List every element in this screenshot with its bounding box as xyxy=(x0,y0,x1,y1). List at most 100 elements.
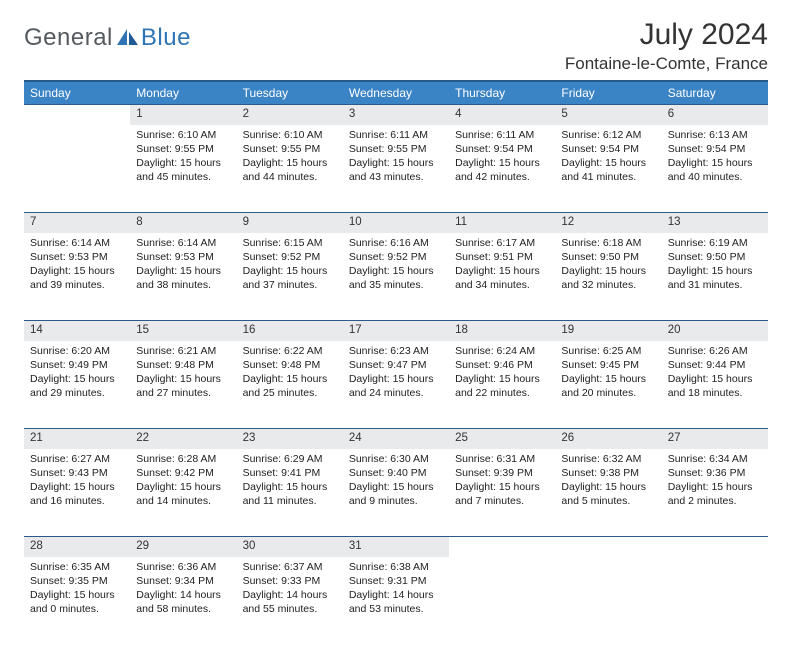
month-title: July 2024 xyxy=(565,18,768,52)
sunset-line: Sunset: 9:43 PM xyxy=(30,466,124,480)
day-cell: Sunrise: 6:27 AMSunset: 9:43 PMDaylight:… xyxy=(24,449,130,537)
daylight-line: Daylight: 15 hours and 5 minutes. xyxy=(561,480,655,508)
sunrise-line: Sunrise: 6:37 AM xyxy=(243,560,337,574)
sunrise-line: Sunrise: 6:16 AM xyxy=(349,236,443,250)
sunset-line: Sunset: 9:55 PM xyxy=(243,142,337,156)
sunrise-line: Sunrise: 6:38 AM xyxy=(349,560,443,574)
day-content-row: Sunrise: 6:35 AMSunset: 9:35 PMDaylight:… xyxy=(24,557,768,645)
sunset-line: Sunset: 9:39 PM xyxy=(455,466,549,480)
day-number-cell xyxy=(24,105,130,125)
sunrise-line: Sunrise: 6:20 AM xyxy=(30,344,124,358)
day-number-cell: 19 xyxy=(555,321,661,341)
sunset-line: Sunset: 9:46 PM xyxy=(455,358,549,372)
sunrise-line: Sunrise: 6:24 AM xyxy=(455,344,549,358)
sunrise-line: Sunrise: 6:36 AM xyxy=(136,560,230,574)
daylight-line: Daylight: 15 hours and 24 minutes. xyxy=(349,372,443,400)
day-number-cell: 25 xyxy=(449,429,555,449)
daylight-line: Daylight: 15 hours and 16 minutes. xyxy=(30,480,124,508)
day-number-row: 14151617181920 xyxy=(24,321,768,341)
sunrise-line: Sunrise: 6:15 AM xyxy=(243,236,337,250)
sunrise-line: Sunrise: 6:14 AM xyxy=(136,236,230,250)
daylight-line: Daylight: 15 hours and 43 minutes. xyxy=(349,156,443,184)
sunset-line: Sunset: 9:55 PM xyxy=(349,142,443,156)
daylight-line: Daylight: 15 hours and 35 minutes. xyxy=(349,264,443,292)
sunrise-line: Sunrise: 6:30 AM xyxy=(349,452,443,466)
sunset-line: Sunset: 9:38 PM xyxy=(561,466,655,480)
day-cell: Sunrise: 6:13 AMSunset: 9:54 PMDaylight:… xyxy=(662,125,768,213)
daylight-line: Daylight: 14 hours and 55 minutes. xyxy=(243,588,337,616)
weekday-header: Saturday xyxy=(662,81,768,105)
day-cell: Sunrise: 6:14 AMSunset: 9:53 PMDaylight:… xyxy=(130,233,236,321)
day-cell xyxy=(662,557,768,645)
day-cell: Sunrise: 6:22 AMSunset: 9:48 PMDaylight:… xyxy=(237,341,343,429)
sunrise-line: Sunrise: 6:12 AM xyxy=(561,128,655,142)
day-number-cell xyxy=(449,537,555,557)
daylight-line: Daylight: 15 hours and 22 minutes. xyxy=(455,372,549,400)
day-cell: Sunrise: 6:32 AMSunset: 9:38 PMDaylight:… xyxy=(555,449,661,537)
day-cell: Sunrise: 6:11 AMSunset: 9:54 PMDaylight:… xyxy=(449,125,555,213)
daylight-line: Daylight: 15 hours and 0 minutes. xyxy=(30,588,124,616)
day-number-cell: 21 xyxy=(24,429,130,449)
sunrise-line: Sunrise: 6:34 AM xyxy=(668,452,762,466)
day-number-cell: 2 xyxy=(237,105,343,125)
sunset-line: Sunset: 9:50 PM xyxy=(668,250,762,264)
weekday-header: Friday xyxy=(555,81,661,105)
daylight-line: Daylight: 15 hours and 40 minutes. xyxy=(668,156,762,184)
day-number-cell: 13 xyxy=(662,213,768,233)
day-cell: Sunrise: 6:10 AMSunset: 9:55 PMDaylight:… xyxy=(130,125,236,213)
daylight-line: Daylight: 15 hours and 18 minutes. xyxy=(668,372,762,400)
sunset-line: Sunset: 9:54 PM xyxy=(668,142,762,156)
sunset-line: Sunset: 9:52 PM xyxy=(349,250,443,264)
day-number-cell: 4 xyxy=(449,105,555,125)
day-cell: Sunrise: 6:30 AMSunset: 9:40 PMDaylight:… xyxy=(343,449,449,537)
sunrise-line: Sunrise: 6:32 AM xyxy=(561,452,655,466)
location: Fontaine-le-Comte, France xyxy=(565,54,768,74)
sunset-line: Sunset: 9:48 PM xyxy=(243,358,337,372)
sunrise-line: Sunrise: 6:10 AM xyxy=(136,128,230,142)
day-cell: Sunrise: 6:12 AMSunset: 9:54 PMDaylight:… xyxy=(555,125,661,213)
sunset-line: Sunset: 9:44 PM xyxy=(668,358,762,372)
sunrise-line: Sunrise: 6:17 AM xyxy=(455,236,549,250)
daylight-line: Daylight: 15 hours and 29 minutes. xyxy=(30,372,124,400)
daylight-line: Daylight: 15 hours and 25 minutes. xyxy=(243,372,337,400)
day-cell: Sunrise: 6:31 AMSunset: 9:39 PMDaylight:… xyxy=(449,449,555,537)
day-number-cell: 16 xyxy=(237,321,343,341)
day-content-row: Sunrise: 6:10 AMSunset: 9:55 PMDaylight:… xyxy=(24,125,768,213)
day-content-row: Sunrise: 6:27 AMSunset: 9:43 PMDaylight:… xyxy=(24,449,768,537)
day-number-cell: 14 xyxy=(24,321,130,341)
day-number-row: 28293031 xyxy=(24,537,768,557)
daylight-line: Daylight: 15 hours and 39 minutes. xyxy=(30,264,124,292)
day-cell: Sunrise: 6:24 AMSunset: 9:46 PMDaylight:… xyxy=(449,341,555,429)
day-content-row: Sunrise: 6:14 AMSunset: 9:53 PMDaylight:… xyxy=(24,233,768,321)
daylight-line: Daylight: 15 hours and 38 minutes. xyxy=(136,264,230,292)
day-content-row: Sunrise: 6:20 AMSunset: 9:49 PMDaylight:… xyxy=(24,341,768,429)
logo-text-general: General xyxy=(24,24,113,52)
daylight-line: Daylight: 15 hours and 37 minutes. xyxy=(243,264,337,292)
sunset-line: Sunset: 9:53 PM xyxy=(136,250,230,264)
daylight-line: Daylight: 15 hours and 42 minutes. xyxy=(455,156,549,184)
sunset-line: Sunset: 9:33 PM xyxy=(243,574,337,588)
day-number-cell: 5 xyxy=(555,105,661,125)
logo: General Blue xyxy=(24,18,191,52)
daylight-line: Daylight: 15 hours and 9 minutes. xyxy=(349,480,443,508)
day-number-cell: 31 xyxy=(343,537,449,557)
sunset-line: Sunset: 9:35 PM xyxy=(30,574,124,588)
sunset-line: Sunset: 9:45 PM xyxy=(561,358,655,372)
day-cell: Sunrise: 6:16 AMSunset: 9:52 PMDaylight:… xyxy=(343,233,449,321)
day-cell: Sunrise: 6:14 AMSunset: 9:53 PMDaylight:… xyxy=(24,233,130,321)
sunrise-line: Sunrise: 6:14 AM xyxy=(30,236,124,250)
sunrise-line: Sunrise: 6:35 AM xyxy=(30,560,124,574)
daylight-line: Daylight: 15 hours and 27 minutes. xyxy=(136,372,230,400)
title-block: July 2024 Fontaine-le-Comte, France xyxy=(565,18,768,74)
daylight-line: Daylight: 14 hours and 58 minutes. xyxy=(136,588,230,616)
sunrise-line: Sunrise: 6:13 AM xyxy=(668,128,762,142)
day-number-cell: 12 xyxy=(555,213,661,233)
sunset-line: Sunset: 9:52 PM xyxy=(243,250,337,264)
daylight-line: Daylight: 14 hours and 53 minutes. xyxy=(349,588,443,616)
daylight-line: Daylight: 15 hours and 41 minutes. xyxy=(561,156,655,184)
day-number-cell: 24 xyxy=(343,429,449,449)
day-number-cell: 6 xyxy=(662,105,768,125)
day-cell: Sunrise: 6:21 AMSunset: 9:48 PMDaylight:… xyxy=(130,341,236,429)
sunset-line: Sunset: 9:54 PM xyxy=(455,142,549,156)
day-number-row: 123456 xyxy=(24,105,768,125)
